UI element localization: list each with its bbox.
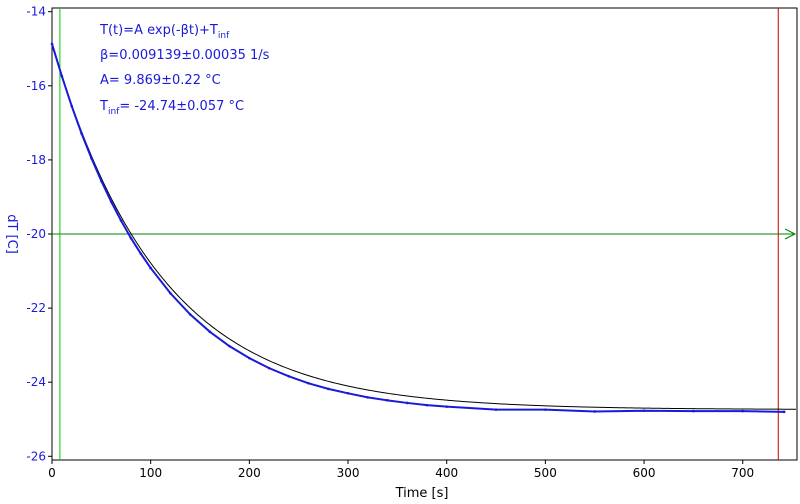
data-point bbox=[228, 344, 231, 348]
data-point bbox=[90, 157, 93, 160]
data-point bbox=[386, 399, 389, 402]
data-point bbox=[741, 409, 745, 413]
data-point bbox=[326, 387, 330, 391]
amplitude-annotation: A= 9.869±0.22 °C bbox=[100, 73, 221, 88]
data-point bbox=[267, 366, 271, 370]
x-tick-label: 0 bbox=[48, 466, 56, 480]
y-axis-title: dT [C] bbox=[4, 214, 19, 254]
fit-curve bbox=[51, 43, 797, 410]
data-point bbox=[149, 266, 152, 270]
data-point bbox=[494, 408, 498, 411]
data-point bbox=[129, 236, 133, 240]
reference-line-arrow bbox=[784, 228, 797, 240]
data-point bbox=[346, 392, 350, 395]
y-tick-label: -18 bbox=[26, 153, 46, 167]
data-point bbox=[100, 179, 103, 183]
data-point bbox=[60, 74, 64, 78]
tinf-annotation: Tinf= -24.74±0.057 °C bbox=[99, 99, 244, 117]
data-point bbox=[139, 252, 143, 255]
data-point bbox=[287, 374, 291, 378]
y-tick-label: -16 bbox=[26, 79, 46, 93]
x-tick-label: 600 bbox=[633, 466, 656, 480]
data-point bbox=[405, 401, 409, 405]
y-tick-label: -14 bbox=[26, 5, 46, 19]
x-tick-label: 100 bbox=[139, 466, 162, 480]
data-point bbox=[445, 405, 449, 408]
data-point bbox=[80, 132, 83, 135]
y-tick-label: -24 bbox=[26, 375, 46, 389]
data-point bbox=[109, 200, 113, 204]
x-tick-label: 300 bbox=[337, 466, 360, 480]
y-tick-label: -20 bbox=[26, 227, 46, 241]
data-point bbox=[70, 104, 74, 108]
x-axis-title: Time [s] bbox=[395, 486, 449, 501]
data-point bbox=[248, 356, 251, 360]
data-point bbox=[782, 410, 786, 414]
beta-annotation: β=0.009139±0.00035 1/s bbox=[100, 48, 270, 63]
x-axis-ticks: 0 100 200 300 400 500 600 700 bbox=[48, 460, 754, 480]
data-point bbox=[425, 403, 429, 407]
data-point bbox=[366, 396, 370, 399]
x-tick-label: 700 bbox=[731, 466, 754, 480]
y-tick-label: -22 bbox=[26, 301, 46, 315]
x-tick-label: 400 bbox=[435, 466, 458, 480]
x-tick-label: 500 bbox=[534, 466, 557, 480]
data-point bbox=[642, 409, 646, 413]
data-point bbox=[208, 330, 212, 334]
data-point bbox=[50, 42, 54, 46]
data-point bbox=[169, 291, 172, 295]
equation-annotation: T(t)=A exp(-βt)+Tinf bbox=[99, 23, 230, 41]
data-point bbox=[544, 408, 547, 411]
data-point bbox=[119, 219, 123, 222]
y-tick-label: -26 bbox=[26, 449, 46, 463]
data-point bbox=[307, 382, 310, 385]
data-points bbox=[50, 42, 786, 414]
y-axis-ticks: -14 -16 -18 -20 -22 -24 -26 bbox=[26, 5, 52, 463]
data-point bbox=[593, 410, 597, 413]
x-tick-label: 200 bbox=[238, 466, 261, 480]
data-point bbox=[692, 409, 695, 413]
data-point bbox=[188, 313, 192, 316]
